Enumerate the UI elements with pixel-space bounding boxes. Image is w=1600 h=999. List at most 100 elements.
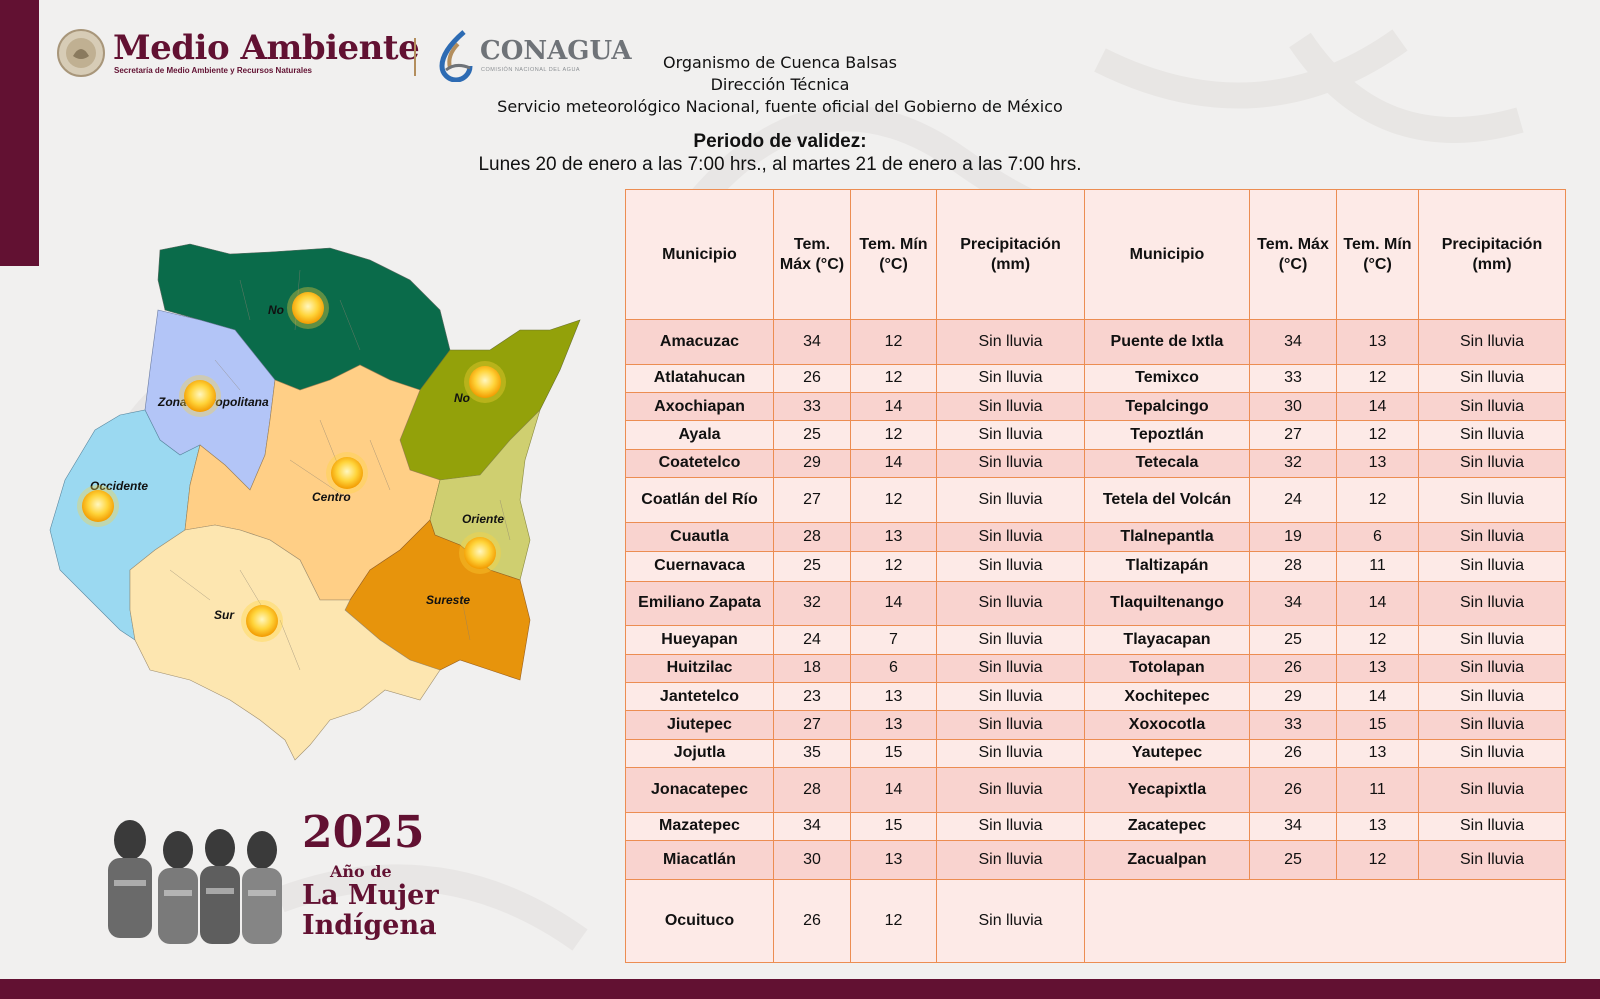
cell-tmin: 12	[1336, 420, 1419, 450]
cell-tmax: 25	[773, 551, 851, 582]
cell-municipio: Atlatahucan	[625, 363, 774, 394]
cell-tmin: 13	[1336, 738, 1419, 769]
cell-tmax: 33	[1249, 363, 1337, 394]
cell-tmax: 29	[773, 448, 851, 479]
cell-tmin: 12	[1336, 363, 1419, 394]
cell-tmin: 12	[1336, 840, 1419, 880]
validity-dates: Lunes 20 de enero a las 7:00 hrs., al ma…	[478, 154, 1082, 175]
cell-municipio: Amacuzac	[625, 319, 774, 365]
cell-tmax: 25	[1249, 840, 1337, 880]
cell-municipio: Tlaltizapán	[1084, 551, 1250, 582]
cell-municipio: Tlaquiltenango	[1084, 580, 1250, 627]
cell-municipio: Jonacatepec	[625, 767, 774, 813]
cell-precip: Sin lluvia	[936, 878, 1085, 964]
cell-tmin: 6	[850, 653, 937, 683]
header-precip: Precipitación (mm)	[936, 189, 1085, 320]
cell-precip: Sin lluvia	[1418, 625, 1566, 655]
cell-municipio: Tepoztlán	[1084, 420, 1250, 450]
cell-precip: Sin lluvia	[1418, 767, 1566, 813]
table-row: Atlatahucan 26 12 Sin lluvia Temixco 33 …	[625, 363, 1566, 394]
cell-municipio: Temixco	[1084, 363, 1250, 394]
cell-precip: Sin lluvia	[1418, 840, 1566, 880]
cell-precip: Sin lluvia	[936, 363, 1085, 394]
cell-precip: Sin lluvia	[936, 738, 1085, 769]
cell-tmax: 24	[773, 625, 851, 655]
cell-precip: Sin lluvia	[936, 420, 1085, 450]
cell-tmax: 26	[1249, 653, 1337, 683]
cell-precip: Sin lluvia	[1418, 448, 1566, 479]
year-badge: 2025 Año de La Mujer Indígena	[90, 810, 439, 955]
cell-municipio: Tetecala	[1084, 448, 1250, 479]
cell-tmax: 24	[1249, 477, 1337, 523]
cell-municipio: Puente de Ixtla	[1084, 319, 1250, 365]
cell-tmax: 30	[773, 840, 851, 880]
cell-tmax: 34	[1249, 580, 1337, 627]
conagua-name: CONAGUA	[480, 36, 632, 66]
cell-precip: Sin lluvia	[936, 811, 1085, 842]
cell-municipio: Axochiapan	[625, 391, 774, 422]
cell-precip: Sin lluvia	[1418, 653, 1566, 683]
cell-tmin: 13	[1336, 319, 1419, 365]
cell-precip: Sin lluvia	[936, 580, 1085, 627]
table-row: Huitzilac 18 6 Sin lluvia Totolapan 26 1…	[625, 653, 1566, 683]
cell-precip: Sin lluvia	[1418, 811, 1566, 842]
cell-municipio: Tlayacapan	[1084, 625, 1250, 655]
cell-tmax: 35	[773, 738, 851, 769]
org-line-1: Organismo de Cuenca Balsas	[662, 53, 897, 72]
map-label-sureste: Sureste	[426, 593, 470, 607]
cell-tmax: 26	[773, 363, 851, 394]
cell-tmax: 28	[773, 521, 851, 553]
cell-tmax: 25	[1249, 625, 1337, 655]
sun-icon	[326, 452, 368, 494]
table-row: Jiutepec 27 13 Sin lluvia Xoxocotla 33 1…	[625, 710, 1566, 740]
year-line-2: La Mujer	[302, 880, 439, 911]
cell-municipio: Zacualpan	[1084, 840, 1250, 880]
cell-tmax: 27	[773, 477, 851, 523]
cell-precip: Sin lluvia	[1418, 319, 1566, 365]
table-row: Coatlán del Río 27 12 Sin lluvia Tetela …	[625, 477, 1566, 523]
table-row: Amacuzac 34 12 Sin lluvia Puente de Ixtl…	[625, 319, 1566, 365]
cell-tmax: 25	[773, 420, 851, 450]
cell-tmax: 19	[1249, 521, 1337, 553]
cell-precip: Sin lluvia	[936, 391, 1085, 422]
cell-municipio: Cuautla	[625, 521, 774, 553]
cell-tmin: 13	[1336, 448, 1419, 479]
cell-precip: Sin lluvia	[1418, 521, 1566, 553]
sun-icon	[179, 375, 221, 417]
cell-tmin: 12	[850, 420, 937, 450]
cell-precip: Sin lluvia	[936, 551, 1085, 582]
cell-tmin: 7	[850, 625, 937, 655]
organization-block: Organismo de Cuenca Balsas Dirección Téc…	[440, 52, 1120, 118]
cell-tmin: 13	[850, 710, 937, 740]
cell-tmin: 15	[850, 738, 937, 769]
cell-municipio: Tetela del Volcán	[1084, 477, 1250, 523]
table-row: Mazatepec 34 15 Sin lluvia Zacatepec 34 …	[625, 811, 1566, 842]
cell-tmax: 28	[1249, 551, 1337, 582]
table-row: Jantetelco 23 13 Sin lluvia Xochitepec 2…	[625, 681, 1566, 712]
cell-tmin: 14	[1336, 391, 1419, 422]
cell-municipio: Xoxocotla	[1084, 710, 1250, 740]
cell-municipio: Tepalcingo	[1084, 391, 1250, 422]
cell-tmin: 12	[850, 477, 937, 523]
header-municipio: Municipio	[625, 189, 774, 320]
cell-municipio: Yautepec	[1084, 738, 1250, 769]
sun-icon	[464, 361, 506, 403]
cell-precip: Sin lluvia	[936, 625, 1085, 655]
cell-tmin: 6	[1336, 521, 1419, 553]
cell-municipio: Zacatepec	[1084, 811, 1250, 842]
cell-tmin: 14	[1336, 580, 1419, 627]
cell-municipio: Tlalnepantla	[1084, 521, 1250, 553]
state-regions-map: No Zona Metropolitana No Occidente Centr…	[49, 243, 581, 761]
cell-precip: Sin lluvia	[1418, 420, 1566, 450]
cell-tmax: 27	[773, 710, 851, 740]
header-tmax: Tem. Máx (°C)	[773, 189, 851, 320]
cell-tmax: 29	[1249, 681, 1337, 712]
cell-municipio: Totolapan	[1084, 653, 1250, 683]
cell-tmin: 13	[1336, 811, 1419, 842]
sun-icon	[241, 600, 283, 642]
cell-tmin: 13	[850, 840, 937, 880]
map-label-sur: Sur	[214, 608, 235, 622]
cell-tmax: 26	[1249, 767, 1337, 813]
validity-title: Periodo de validez:	[693, 131, 867, 152]
cell-municipio: Emiliano Zapata	[625, 580, 774, 627]
